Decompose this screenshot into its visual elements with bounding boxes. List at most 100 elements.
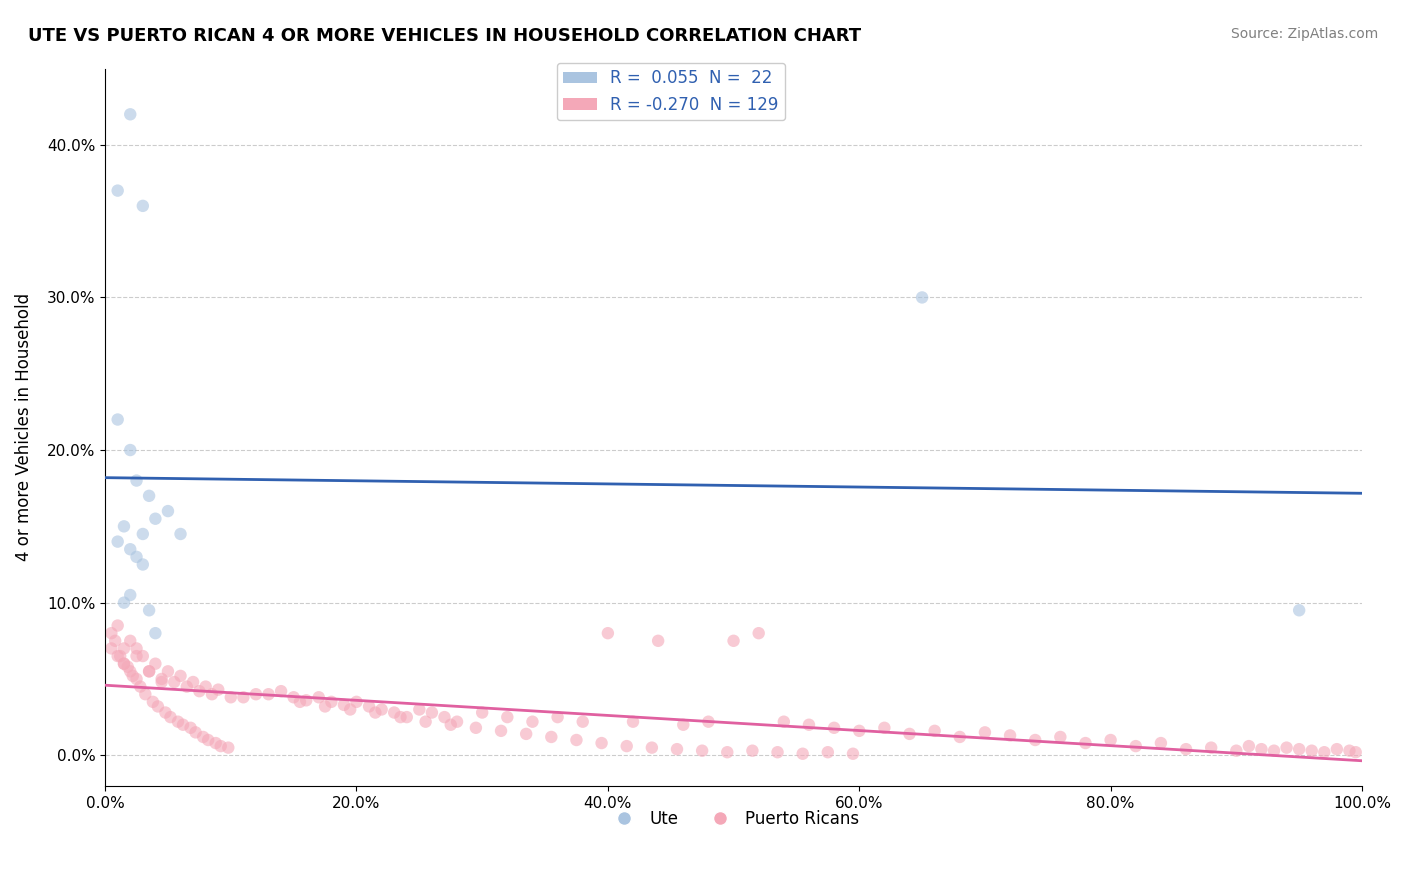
Point bbox=[647, 633, 669, 648]
Point bbox=[911, 290, 934, 304]
Point bbox=[321, 695, 343, 709]
Point bbox=[232, 690, 254, 705]
Point bbox=[169, 527, 191, 541]
Point bbox=[565, 733, 588, 747]
Point bbox=[690, 744, 713, 758]
Point bbox=[125, 474, 148, 488]
Point bbox=[797, 717, 820, 731]
Point bbox=[596, 626, 619, 640]
Point bbox=[1288, 603, 1310, 617]
Point bbox=[150, 675, 173, 690]
Point bbox=[121, 669, 143, 683]
Point bbox=[395, 710, 418, 724]
Point bbox=[156, 665, 179, 679]
Point bbox=[100, 626, 122, 640]
Point bbox=[924, 723, 946, 738]
Point bbox=[823, 721, 845, 735]
Point bbox=[138, 665, 160, 679]
Point bbox=[295, 693, 318, 707]
Point bbox=[741, 744, 763, 758]
Point bbox=[197, 733, 219, 747]
Point bbox=[1150, 736, 1173, 750]
Point bbox=[440, 717, 463, 731]
Point bbox=[571, 714, 593, 729]
Point bbox=[389, 710, 412, 724]
Point bbox=[1099, 733, 1122, 747]
Point bbox=[339, 702, 361, 716]
Point bbox=[641, 740, 664, 755]
Point bbox=[748, 626, 770, 640]
Point bbox=[138, 603, 160, 617]
Point bbox=[1024, 733, 1046, 747]
Point bbox=[120, 633, 142, 648]
Point bbox=[108, 649, 131, 664]
Point bbox=[145, 626, 167, 640]
Point bbox=[723, 633, 745, 648]
Point bbox=[120, 542, 142, 557]
Point bbox=[142, 695, 165, 709]
Point bbox=[188, 684, 211, 698]
Point bbox=[817, 745, 839, 759]
Point bbox=[117, 659, 139, 673]
Point bbox=[181, 675, 204, 690]
Point bbox=[464, 721, 486, 735]
Point bbox=[150, 672, 173, 686]
Point bbox=[191, 730, 214, 744]
Point bbox=[998, 728, 1021, 742]
Point bbox=[125, 549, 148, 564]
Point bbox=[107, 412, 129, 426]
Point bbox=[415, 714, 437, 729]
Point bbox=[873, 721, 896, 735]
Point bbox=[314, 699, 336, 714]
Point bbox=[792, 747, 814, 761]
Point bbox=[125, 672, 148, 686]
Point bbox=[132, 649, 155, 664]
Point bbox=[167, 714, 190, 729]
Point bbox=[716, 745, 738, 759]
Point bbox=[540, 730, 562, 744]
Point bbox=[120, 588, 142, 602]
Point bbox=[245, 687, 267, 701]
Point bbox=[1339, 744, 1361, 758]
Point bbox=[132, 199, 155, 213]
Point bbox=[1199, 740, 1222, 755]
Point bbox=[333, 698, 356, 712]
Point bbox=[138, 489, 160, 503]
Point bbox=[270, 684, 292, 698]
Point bbox=[308, 690, 330, 705]
Point bbox=[496, 710, 519, 724]
Point bbox=[217, 740, 239, 755]
Point bbox=[107, 618, 129, 632]
Point bbox=[1074, 736, 1097, 750]
Point bbox=[100, 641, 122, 656]
Point bbox=[842, 747, 865, 761]
Point bbox=[364, 706, 387, 720]
Point bbox=[848, 723, 870, 738]
Point bbox=[132, 527, 155, 541]
Point bbox=[194, 680, 217, 694]
Point bbox=[446, 714, 468, 729]
Point bbox=[172, 717, 194, 731]
Point bbox=[433, 710, 456, 724]
Point bbox=[207, 682, 229, 697]
Text: Source: ZipAtlas.com: Source: ZipAtlas.com bbox=[1230, 27, 1378, 41]
Point bbox=[1125, 739, 1147, 753]
Point bbox=[129, 680, 152, 694]
Point bbox=[112, 657, 135, 671]
Point bbox=[974, 725, 997, 739]
Point bbox=[697, 714, 720, 729]
Point bbox=[1275, 740, 1298, 755]
Point bbox=[1250, 742, 1272, 756]
Point bbox=[357, 699, 380, 714]
Point bbox=[159, 710, 181, 724]
Point bbox=[125, 649, 148, 664]
Point bbox=[515, 727, 537, 741]
Point bbox=[120, 443, 142, 458]
Point bbox=[120, 107, 142, 121]
Point bbox=[184, 725, 207, 739]
Point bbox=[591, 736, 613, 750]
Point bbox=[134, 687, 156, 701]
Point bbox=[420, 706, 443, 720]
Y-axis label: 4 or more Vehicles in Household: 4 or more Vehicles in Household bbox=[15, 293, 32, 561]
Point bbox=[125, 641, 148, 656]
